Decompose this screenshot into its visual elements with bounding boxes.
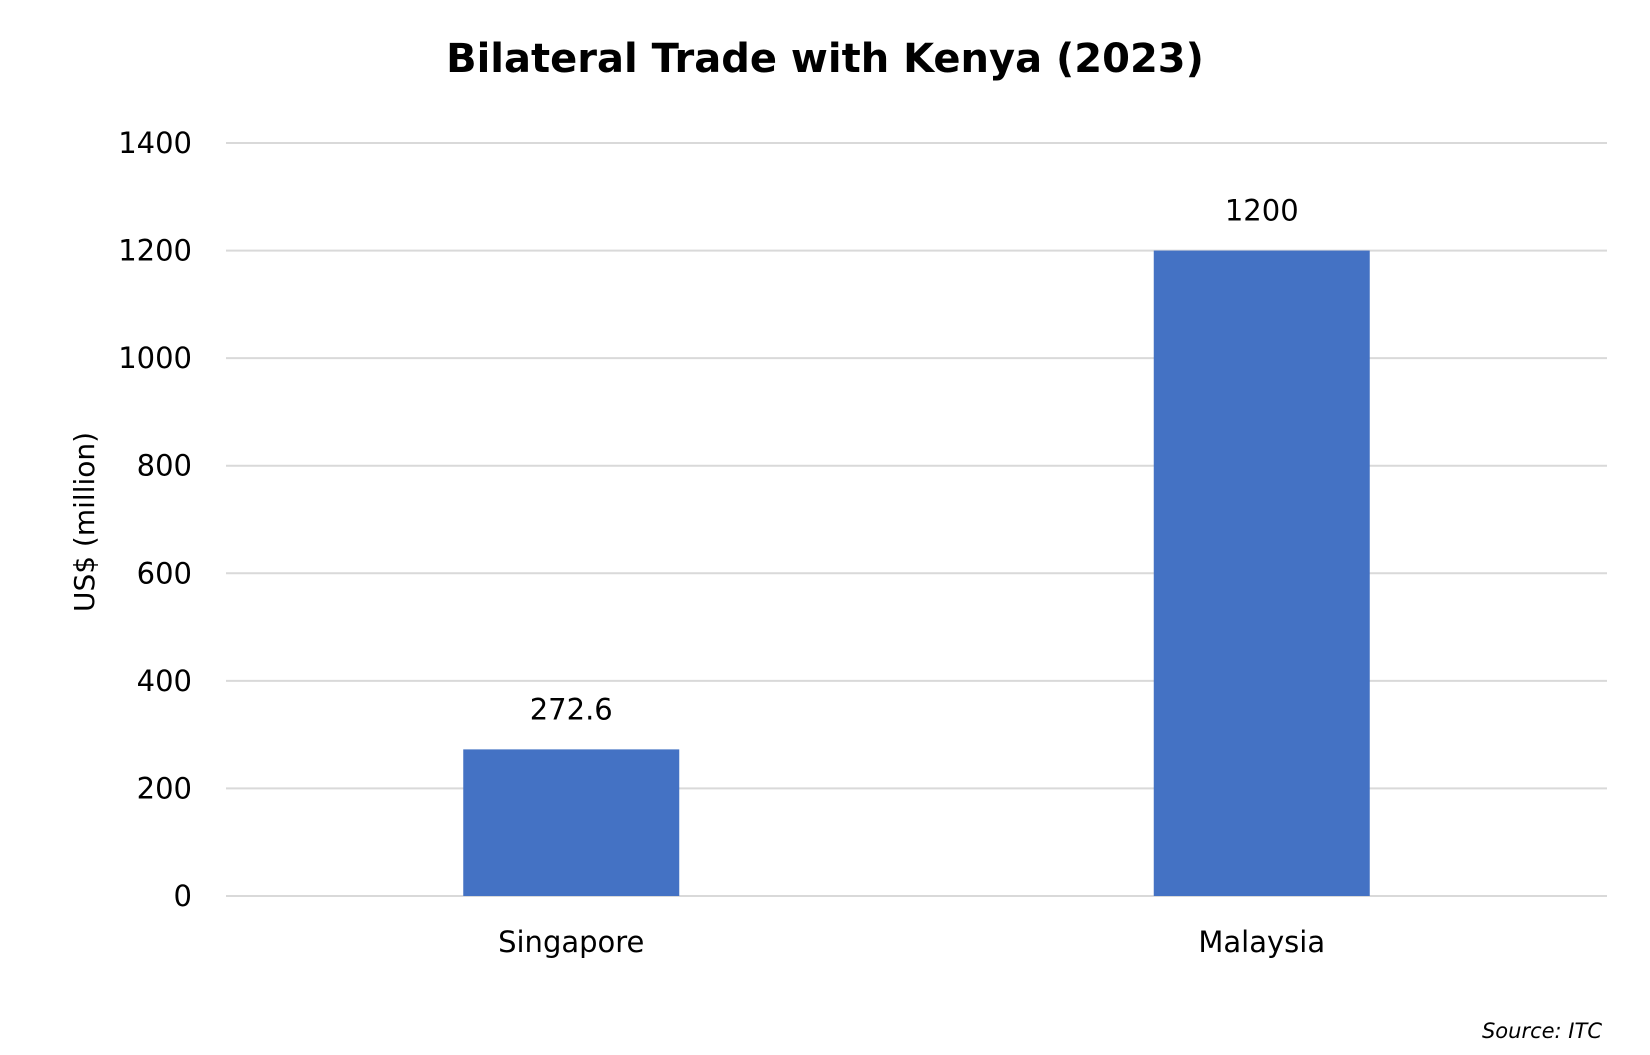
data-labels: 272.6 1200: [530, 194, 1299, 727]
bar-singapore: [463, 749, 680, 896]
y-tick-label: 400: [137, 664, 192, 698]
source-note: Source: ITC: [1482, 1019, 1602, 1043]
y-axis-title: US$ (million): [68, 432, 101, 612]
y-tick-label: 1000: [118, 341, 192, 375]
y-tick-label: 1400: [118, 126, 192, 160]
y-tick-label: 600: [137, 556, 192, 590]
y-tick-label: 1200: [118, 234, 192, 268]
chart-title: Bilateral Trade with Kenya (2023): [446, 36, 1204, 82]
bar-malaysia: [1153, 250, 1370, 897]
y-tick-label: 0: [174, 879, 192, 913]
y-tick-label: 200: [137, 771, 192, 805]
x-axis-ticks: Singapore Malaysia: [498, 925, 1325, 959]
data-label-malaysia: 1200: [1225, 194, 1299, 228]
y-tick-label: 800: [137, 449, 192, 483]
x-tick-label-singapore: Singapore: [498, 925, 644, 959]
y-axis-ticks: 0 200 400 600 800 1000 1200 1400: [118, 126, 192, 913]
gridlines: [226, 142, 1607, 897]
data-label-singapore: 272.6: [530, 692, 613, 726]
bars: [463, 250, 1370, 897]
x-tick-label-malaysia: Malaysia: [1198, 925, 1325, 959]
